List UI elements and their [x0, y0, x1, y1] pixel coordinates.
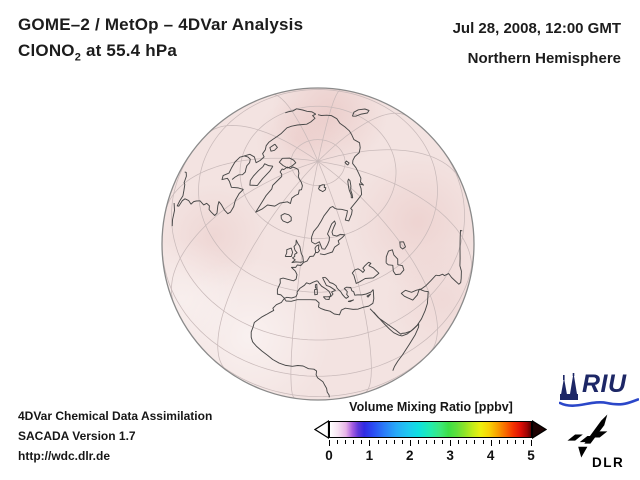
dlr-logo-text: DLR [592, 455, 625, 470]
riu-logo-text: RIU [582, 370, 627, 398]
colorbar-tick-label: 3 [446, 448, 454, 463]
colorbar-tick-label: 1 [365, 448, 374, 463]
colorbar-tick [474, 440, 476, 444]
credits-block: 4DVar Chemical Data Assimilation SACADA … [18, 406, 212, 466]
coastlines [171, 108, 463, 398]
colorbar-tick [434, 440, 435, 444]
colorbar-tick [426, 440, 427, 444]
colorbar-tick [385, 440, 387, 444]
colorbar-tick [514, 440, 516, 444]
colorbar-title: Volume Mixing Ratio [ppbv] [349, 400, 513, 414]
region-label: Northern Hemisphere [467, 50, 621, 67]
species-label: ClONO [18, 41, 75, 60]
colorbar-tick [393, 440, 395, 444]
title-block: GOME–2 / MetOp – 4DVar Analysis ClONO2 a… [18, 12, 303, 70]
species-subscript: 2 [74, 51, 82, 64]
dlr-emblem-icon [567, 414, 608, 458]
rhine-wave-icon [558, 398, 640, 407]
colorbar-ticks [329, 440, 532, 447]
colorbar-tick [417, 440, 419, 444]
cathedral-icon [560, 371, 578, 400]
credit-line-2: SACADA Version 1.7 [18, 429, 136, 443]
colorbar-tick [506, 440, 508, 444]
colorbar-gradient [329, 421, 532, 438]
plot-subtitle: ClONO2 at 55.4 hPa [18, 38, 303, 70]
colorbar-tick-label: 0 [325, 448, 333, 463]
colorbar-tick-label: 2 [406, 448, 414, 463]
globe-limb [161, 87, 475, 401]
colorbar-tick [466, 440, 468, 444]
date-block: Jul 28, 2008, 12:00 GMT Northern Hemisph… [453, 14, 621, 74]
colorbar-tick [458, 440, 460, 444]
credit-line-3: http://wdc.dlr.de [18, 449, 110, 463]
colorbar-tick [482, 440, 484, 444]
datetime-label: Jul 28, 2008, 12:00 GMT [452, 20, 621, 37]
colorbar-tick [369, 440, 371, 446]
colorbar-tick [409, 440, 411, 446]
colorbar-right-arrow [532, 420, 547, 439]
colorbar-tick [498, 440, 500, 444]
colorbar-tick [531, 440, 532, 446]
colorbar-tick-labels: 0 1 2 3 4 5 [325, 448, 535, 464]
riu-logo-graphic [558, 371, 640, 407]
colorbar-tick [377, 440, 379, 444]
plot-title: GOME–2 / MetOp – 4DVar Analysis [18, 15, 304, 34]
colorbar-left-arrow [314, 420, 329, 439]
colorbar-tick [490, 440, 492, 446]
credit-line-1: 4DVar Chemical Data Assimilation [18, 409, 213, 423]
colorbar-tick [522, 440, 524, 444]
colorbar-tick [450, 440, 452, 446]
colorbar-tick [329, 440, 330, 446]
pressure-level-label: at 55.4 hPa [81, 41, 178, 60]
dlr-logo-graphic [567, 414, 608, 458]
colorbar-tick [442, 440, 444, 444]
colorbar-tick [337, 440, 339, 444]
riu-logo: RIU [558, 370, 640, 409]
colorbar-tick-label: 5 [527, 448, 535, 463]
mixing-ratio-field [162, 88, 474, 400]
colorbar-tick [353, 440, 355, 444]
colorbar-tick-label: 4 [486, 448, 495, 463]
colorbar-tick [401, 440, 403, 444]
colorbar-tick [345, 440, 347, 444]
colorbar-tick [361, 440, 363, 444]
dlr-logo: DLR [566, 413, 636, 473]
